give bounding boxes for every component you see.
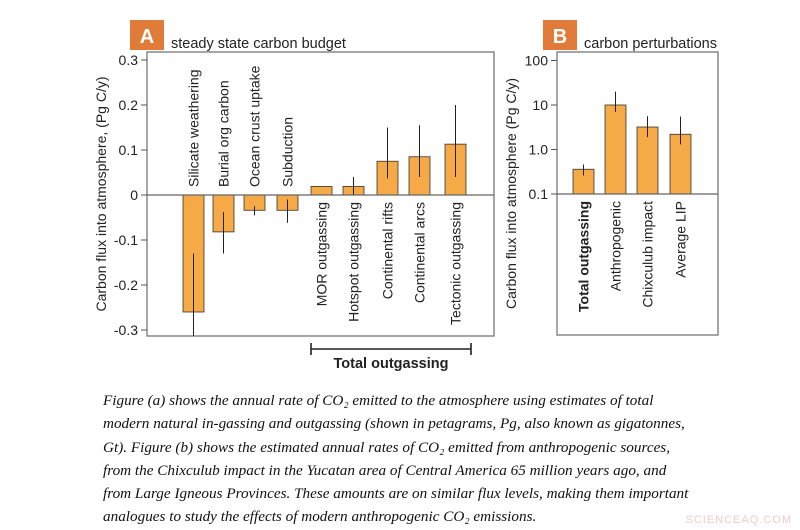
caption-line: Figure (a) shows the annual rate of CO₂ … — [103, 392, 654, 409]
category-label: Ocean crust uptake — [247, 65, 263, 187]
panel-title: steady state carbon budget — [171, 36, 346, 52]
y-tick-label: 0.1 — [119, 142, 139, 158]
category-label: Continental rifts — [380, 202, 396, 299]
y-tick-label: 0.3 — [119, 52, 139, 68]
y-tick-label: -0.2 — [114, 277, 138, 293]
plot-frame — [146, 51, 495, 337]
watermark: SCIENCEAQ.COM — [685, 514, 792, 526]
y-tick-label: 0 — [130, 187, 138, 203]
category-label: Chixculub impact — [640, 201, 656, 308]
y-tick-label: 100 — [525, 53, 549, 69]
category-label: Subduction — [280, 117, 296, 187]
caption-line: Gt). Figure (b) shows the estimated annu… — [103, 438, 671, 456]
bar — [604, 104, 627, 195]
caption-line: from the Chixculub impact in the Yucatan… — [103, 461, 667, 479]
caption-line: analogues to study the effects of modern… — [103, 508, 537, 526]
panel-label-box — [130, 20, 164, 50]
panel-label-box — [543, 20, 577, 50]
category-label: Tectonic outgassing — [448, 202, 464, 325]
category-label: Average LIP — [673, 201, 689, 278]
category-label: Burial org carbon — [216, 80, 232, 187]
bar — [310, 186, 333, 196]
y-tick-label: -0.3 — [114, 322, 138, 338]
caption-line: from Large Igneous Provinces. These amou… — [103, 485, 689, 503]
panel-title: carbon perturbations — [584, 36, 717, 52]
panel-label: B — [553, 26, 567, 48]
category-label: Anthropogenic — [608, 201, 624, 291]
category-label: MOR outgassing — [314, 202, 330, 306]
y-tick-label: -0.1 — [114, 232, 138, 248]
y-tick-label: 10 — [532, 97, 548, 113]
bracket-label: Total outgassing — [334, 356, 449, 372]
panel-label: A — [140, 26, 154, 48]
y-tick-label: 0.1 — [529, 186, 549, 202]
category-label: Continental arcs — [412, 202, 428, 303]
figure-caption: Figure (a) shows the annual rate of CO₂ … — [103, 389, 743, 529]
y-tick-label: 1.0 — [529, 142, 549, 158]
y-axis-title: Carbon flux into atmosphere, (Pg C/y) — [93, 77, 109, 312]
caption-line: modern natural in-gassing and outgassing… — [103, 415, 685, 433]
category-label: Total outgassing — [576, 201, 592, 312]
y-axis-title: Carbon flux into atmosphere (Pg C/y) — [503, 78, 519, 309]
category-label: Hotspot outgassing — [346, 202, 362, 322]
y-tick-label: 0.2 — [119, 97, 139, 113]
category-label: Silicate weathering — [186, 69, 202, 187]
